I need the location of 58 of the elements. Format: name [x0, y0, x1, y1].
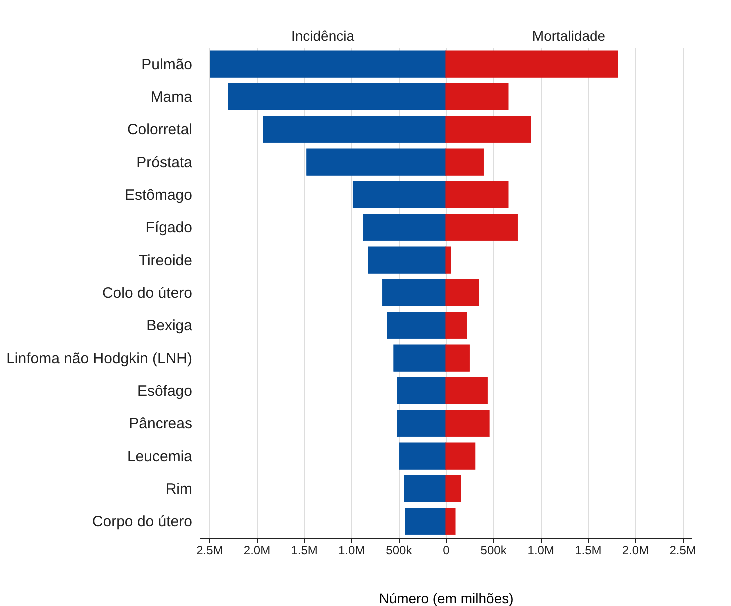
- bar: [446, 344, 470, 372]
- y-tick-label: Mama: [150, 89, 194, 106]
- bar: [352, 181, 446, 209]
- bar: [397, 410, 446, 438]
- bar: [397, 377, 446, 405]
- x-tick-label: 1.0M: [338, 544, 366, 558]
- bar: [446, 377, 488, 405]
- bar: [446, 116, 532, 144]
- y-tick-label: Bexiga: [146, 318, 194, 335]
- bar: [363, 214, 446, 242]
- bar: [446, 83, 509, 111]
- bar: [446, 442, 476, 470]
- y-tick-label: Estômago: [124, 187, 192, 204]
- bar: [228, 83, 446, 111]
- y-tick-label: Esôfago: [137, 383, 192, 400]
- bar: [210, 50, 446, 78]
- bar: [404, 475, 446, 503]
- bar: [405, 508, 446, 536]
- bar: [399, 442, 446, 470]
- x-tick-label: 2.5M: [196, 544, 224, 558]
- x-tick-label: 2.0M: [244, 544, 271, 558]
- y-tick-label: Leucemia: [127, 448, 194, 466]
- bar: [446, 410, 490, 438]
- bar: [446, 475, 462, 503]
- y-tick-label: Corpo do útero: [92, 514, 192, 531]
- x-tick-label: 2.5M: [670, 544, 696, 558]
- y-tick-label: Rim: [166, 481, 192, 498]
- y-tick-label: Colorretal: [127, 122, 192, 139]
- y-tick-label: Linfoma não Hodgkin (LNH): [6, 350, 192, 368]
- y-tick-label: Próstata: [136, 154, 194, 172]
- bar: [446, 214, 518, 242]
- series-label: Incidência: [291, 28, 355, 44]
- x-tick-label: 1.0M: [528, 544, 554, 558]
- bar: [446, 50, 618, 78]
- y-tick-label: Fígado: [146, 220, 192, 237]
- y-tick-label: Pâncreas: [129, 416, 192, 433]
- x-tick-label: 2.0M: [622, 544, 650, 558]
- x-tick-label: 500k: [480, 544, 508, 558]
- series-label: Mortalidade: [532, 28, 606, 44]
- bar: [446, 508, 456, 536]
- bar: [387, 312, 446, 340]
- bar: [382, 279, 446, 307]
- bar: [446, 279, 480, 307]
- x-tick-label: 1.5M: [291, 544, 318, 558]
- bar: [446, 246, 452, 274]
- bar: [263, 116, 446, 144]
- x-tick-label: 500k: [386, 544, 414, 558]
- y-tick-label: Pulmão: [142, 56, 192, 74]
- x-tick-label: 1.5M: [575, 544, 602, 558]
- bar: [446, 181, 509, 209]
- bar: [394, 344, 446, 372]
- y-tick-label: Colo do útero: [102, 285, 192, 302]
- x-tick-label: 0: [443, 544, 450, 558]
- y-tick-label: Tireoide: [138, 252, 192, 270]
- bar: [446, 148, 484, 176]
- bar: [368, 246, 446, 274]
- bar: [306, 148, 446, 176]
- bar: [446, 312, 468, 340]
